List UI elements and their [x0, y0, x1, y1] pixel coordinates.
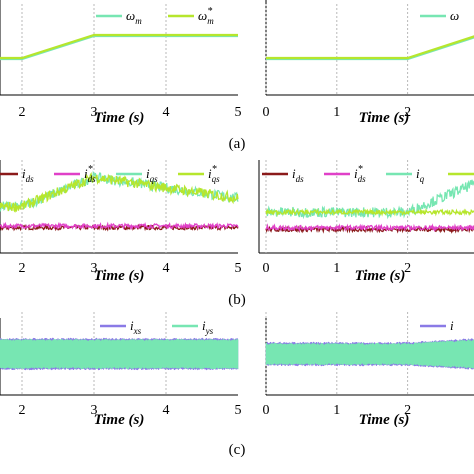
series-line	[265, 223, 474, 233]
x-tick-label: 0	[263, 105, 270, 120]
x-tick-label: 3	[91, 403, 98, 418]
series-line	[0, 221, 239, 231]
legend-label: iys	[202, 318, 214, 336]
legend-label: ixs	[130, 318, 142, 336]
x-tick-label: 3	[91, 105, 98, 120]
x-tick-label: 2	[19, 403, 26, 418]
legend-label: i* ds	[84, 164, 96, 184]
series-line	[0, 223, 239, 232]
legend-entry: iqs	[116, 166, 158, 184]
series-line	[266, 35, 474, 60]
x-tick-label: 0	[263, 261, 270, 276]
series-line	[265, 207, 474, 217]
x-tick-labels: 2 3 4 5	[19, 105, 242, 120]
x-tick-labels: 0 1 2	[263, 403, 412, 418]
x-tick-label: 3	[91, 261, 98, 276]
legend: ω	[0, 0, 474, 23]
caption-c: (c)	[229, 442, 246, 458]
x-tick-labels: 2 3 4 5	[19, 403, 242, 418]
legend-label: i* ds	[354, 164, 366, 184]
panel-c-right: i 0 1 2 Time (s)	[263, 312, 474, 428]
legend: ixs iys	[100, 318, 214, 336]
x-tick-label: 5	[235, 105, 242, 120]
legend-entry: ω* m	[168, 6, 214, 26]
series-line	[266, 179, 474, 220]
legend-entry: ids	[0, 166, 34, 184]
series-line	[0, 171, 239, 213]
x-tick-label: 2	[19, 261, 26, 276]
legend-entry: ixs	[100, 318, 142, 336]
x-tick-label: 5	[235, 261, 242, 276]
legend-entry: iys	[172, 318, 214, 336]
legend-label: iqs	[146, 166, 158, 184]
legend-entry: ωm	[96, 8, 142, 26]
x-tick-label: 2	[404, 261, 411, 276]
x-tick-label: 2	[404, 105, 411, 120]
series-band	[265, 339, 474, 369]
x-tick-labels: 2 3 4 5	[19, 261, 242, 276]
panel-b-left: ids i* ds iqs i* qs 2 3 4 5 Time (s)	[0, 160, 242, 284]
data-marks	[0, 337, 239, 371]
caption-a: (a)	[229, 136, 246, 152]
caption-b: (b)	[228, 292, 246, 308]
x-tick-label: 2	[404, 403, 411, 418]
series-line	[0, 33, 238, 60]
legend-entry	[0, 0, 474, 16]
legend-label: ω* m	[198, 6, 214, 26]
x-tick-label: 1	[333, 105, 340, 120]
legend-entry	[448, 172, 474, 176]
grid-lines	[21, 160, 167, 253]
legend-label: ω	[450, 8, 459, 23]
legend-label: ids	[292, 166, 304, 184]
x-tick-label: 4	[163, 261, 170, 276]
x-tick-label: 1	[333, 261, 340, 276]
legend-entry: ids	[262, 166, 304, 184]
data-marks	[0, 33, 238, 61]
x-tick-label: 5	[235, 403, 242, 418]
x-axis-label: Time (s)	[359, 110, 410, 126]
grid-lines	[265, 160, 409, 253]
x-axis-label: Time (s)	[94, 110, 145, 126]
x-tick-label: 4	[163, 105, 170, 120]
legend-entry: i* ds	[54, 164, 96, 184]
legend-label: i* qs	[208, 164, 220, 184]
data-marks	[265, 179, 474, 234]
legend-entry: iq	[386, 166, 425, 184]
panel-a-left: ωm ω* m 2 3 4 5 Time (s)	[0, 0, 242, 126]
legend-label: ids	[22, 166, 34, 184]
legend-entry: i	[420, 318, 454, 333]
data-marks	[265, 338, 474, 370]
x-axis-label: Time (s)	[94, 268, 145, 284]
x-tick-labels: 0 1 2	[263, 261, 412, 276]
panel-c-left: ixs iys 2 3 4 5 Time (s)	[0, 312, 242, 428]
panel-a-right: ω 0 1 2 Time (s)	[0, 0, 474, 126]
legend-label: i	[450, 318, 454, 333]
series-band	[0, 338, 239, 370]
grid-lines	[21, 4, 167, 95]
legend: ids i* ds iqs i* qs	[0, 164, 220, 184]
data-marks	[266, 35, 474, 61]
panel-b-right: ids i* ds iq 0 1 2 Time (s)	[258, 160, 474, 284]
x-axis-label: Time (s)	[355, 268, 406, 284]
data-marks	[0, 170, 239, 232]
legend-label: ωm	[126, 8, 142, 26]
x-tick-label: 1	[333, 403, 340, 418]
legend-entry: ω	[420, 8, 459, 23]
legend: i	[420, 318, 454, 333]
x-tick-label: 2	[19, 105, 26, 120]
x-tick-label: 0	[263, 403, 270, 418]
x-tick-labels: 0 1 2	[263, 105, 412, 120]
legend-entry: i* ds	[324, 164, 366, 184]
legend: ids i* ds iq	[262, 164, 474, 184]
x-axis-label: Time (s)	[359, 412, 410, 428]
series-line	[0, 34, 238, 61]
x-axis-label: Time (s)	[94, 412, 145, 428]
grid-lines	[265, 4, 409, 95]
legend-entry: i* qs	[178, 164, 220, 184]
legend-label: iq	[416, 166, 425, 184]
x-tick-label: 4	[163, 403, 170, 418]
legend: ωm ω* m	[96, 6, 214, 26]
